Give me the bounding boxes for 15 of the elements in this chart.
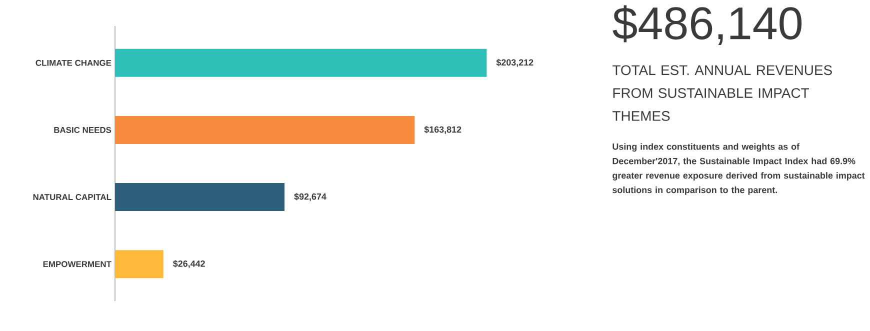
data-label: $26,442	[173, 260, 205, 268]
data-label: $163,812	[424, 126, 462, 134]
text: TOTAL EST. ANNUAL REVENUES FROM SUSTAINABLE IMPACT THEMES	[612, 65, 832, 121]
y-tick-label: NATURAL CAPITAL	[33, 194, 112, 200]
bar	[115, 183, 285, 212]
text: Using index constituents and weights as of December'2017, the Sustainable Impact Index had 69.9% greater revenue exposure derived from sustainable impact solutions in comparison to the parent.	[612, 143, 865, 195]
text: $486,140	[612, 5, 802, 45]
bar	[115, 48, 487, 77]
y-tick-label: EMPOWERMENT	[43, 261, 112, 268]
data-label: $92,674	[294, 193, 326, 202]
y-tick-label: CLIMATE CHANGE	[36, 60, 112, 66]
y-tick-label: BASIC NEEDS	[54, 126, 112, 133]
bar	[115, 116, 415, 144]
data-label: $203,212	[496, 58, 534, 67]
bar	[115, 250, 164, 278]
